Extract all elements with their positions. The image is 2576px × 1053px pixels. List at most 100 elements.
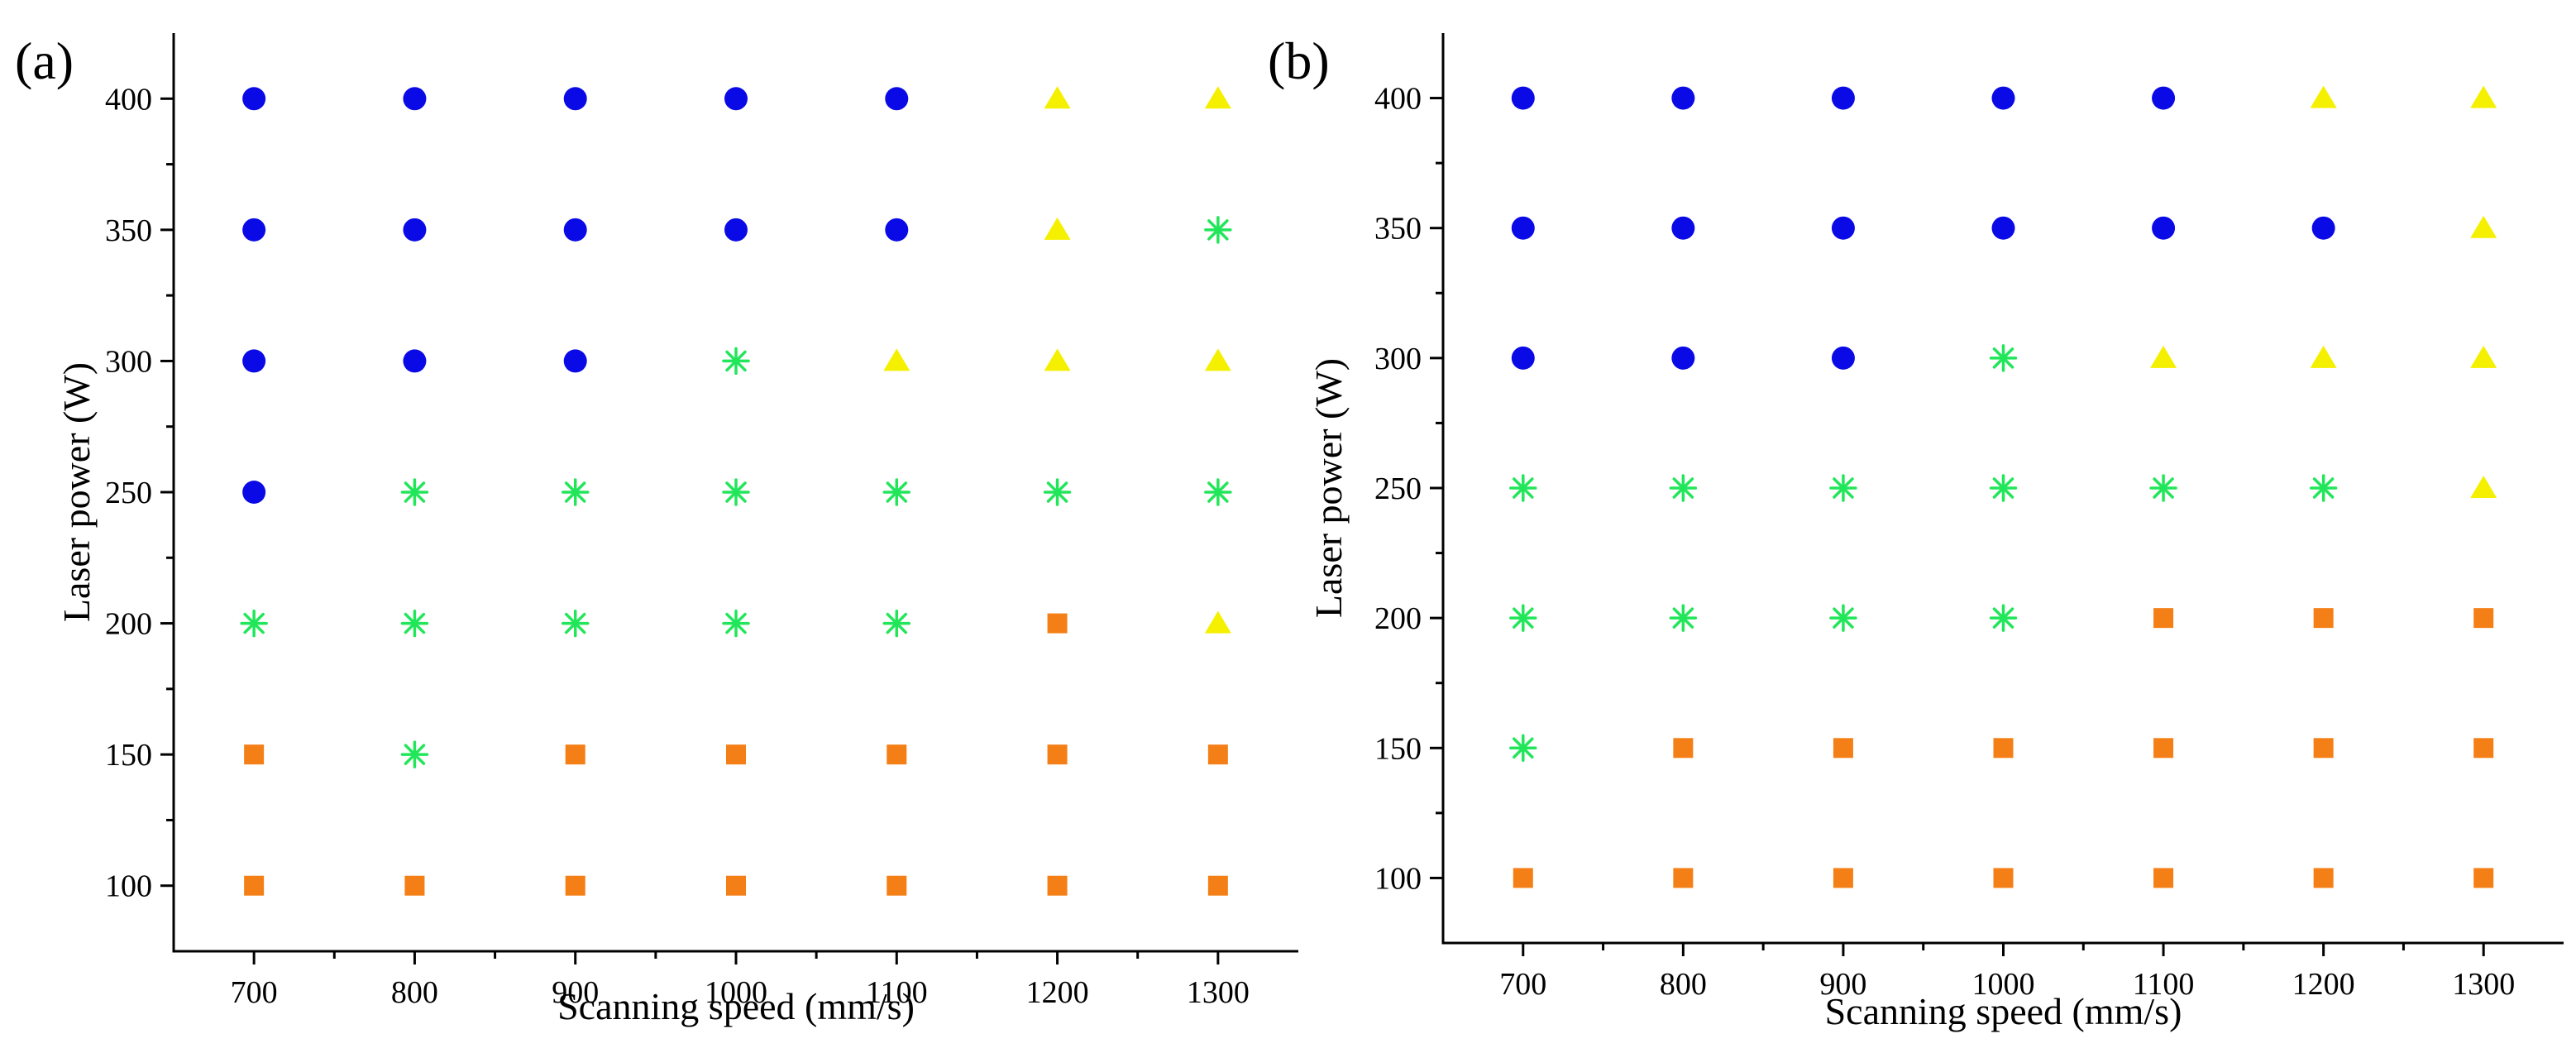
data-point-square: [2313, 608, 2334, 629]
x-tick-label: 1300: [2452, 967, 2515, 1002]
x-axis-title: Scanning speed (mm/s): [1825, 990, 2182, 1032]
data-point-circle: [403, 87, 427, 111]
data-point-triangle: [2150, 345, 2177, 368]
data-point-square: [565, 744, 585, 765]
data-point-square: [1207, 875, 1228, 896]
data-point-triangle: [1044, 217, 1071, 240]
x-tick-label: 1000: [705, 975, 767, 1010]
data-point-circle: [885, 87, 909, 111]
data-point-square: [2473, 608, 2494, 629]
data-point-square: [1833, 738, 1853, 759]
y-tick-label: 100: [105, 869, 152, 904]
data-point-star: [240, 609, 268, 638]
data-point-triangle: [2310, 85, 2337, 108]
data-point-circle: [242, 218, 266, 242]
data-point-square: [1047, 613, 1068, 634]
data-point-square: [2313, 868, 2334, 888]
data-point-circle: [1511, 86, 1535, 110]
x-tick-label: 1200: [2292, 967, 2355, 1002]
x-tick-label: 800: [1660, 967, 1707, 1002]
data-point-circle: [1511, 346, 1535, 370]
panel-label: (a): [15, 31, 74, 90]
data-point-square: [2313, 738, 2334, 759]
y-axis-title: Laser power (W): [55, 362, 98, 622]
data-point-square: [726, 744, 746, 765]
data-point-circle: [242, 87, 266, 111]
data-point-square: [887, 744, 907, 765]
data-point-star: [722, 347, 750, 376]
y-tick-label: 350: [1374, 212, 1422, 246]
data-point-star: [722, 478, 750, 506]
data-point-star: [400, 609, 429, 638]
data-point-circle: [563, 349, 587, 373]
y-tick-label: 150: [105, 738, 152, 773]
x-axis-title: Scanning speed (mm/s): [557, 985, 915, 1027]
data-point-star: [1043, 478, 1072, 506]
x-tick-label: 900: [552, 975, 599, 1010]
data-point-star: [882, 609, 911, 638]
data-point-circle: [724, 87, 748, 111]
data-point-square: [1673, 868, 1694, 888]
data-point-star: [1509, 474, 1537, 502]
data-point-star: [1989, 604, 2018, 632]
data-point-star: [400, 478, 429, 506]
data-point-circle: [1671, 86, 1695, 110]
data-point-circle: [1671, 346, 1695, 370]
y-tick-label: 150: [1374, 731, 1422, 766]
panel-a: 700 800 900 1000 1100 1200 1300 100 150 200 250 300…: [15, 31, 1298, 1027]
data-point-star: [2309, 474, 2338, 502]
data-point-triangle: [2310, 345, 2337, 368]
data-point-star: [1204, 216, 1232, 244]
data-point-square: [1513, 868, 1533, 888]
x-tick-label: 1100: [866, 975, 928, 1010]
data-point-triangle: [2470, 85, 2497, 108]
data-point-circle: [403, 349, 427, 373]
data-point-circle: [724, 218, 748, 242]
data-point-square: [1673, 738, 1694, 759]
data-point-square: [1207, 744, 1228, 765]
data-point-circle: [242, 481, 266, 504]
data-point-triangle: [1204, 348, 1231, 371]
data-point-square: [2473, 868, 2494, 888]
data-point-triangle: [2470, 215, 2497, 238]
data-point-square: [2153, 738, 2174, 759]
data-point-circle: [563, 218, 587, 242]
data-point-circle: [1831, 86, 1855, 110]
data-point-square: [726, 875, 746, 896]
x-tick-label: 700: [1499, 967, 1546, 1002]
panel-b: 700 800 900 1000 1100 1200 1300 100 150 200 250 300…: [1268, 31, 2564, 1032]
data-point-square: [1047, 875, 1068, 896]
data-point-square: [1993, 738, 2014, 759]
data-point-circle: [1511, 216, 1535, 240]
data-point-triangle: [1204, 610, 1231, 634]
x-tick-label: 800: [391, 975, 438, 1010]
data-point-circle: [1671, 216, 1695, 240]
data-point-circle: [2311, 216, 2335, 240]
data-point-square: [887, 875, 907, 896]
data-point-square: [1833, 868, 1853, 888]
y-axis-title: Laser power (W): [1307, 358, 1350, 618]
data-point-circle: [885, 218, 909, 242]
data-point-triangle: [1044, 86, 1071, 109]
y-tick-label: 300: [105, 344, 152, 379]
data-point-star: [561, 478, 590, 506]
data-point-square: [1993, 868, 2014, 888]
y-tick-label: 300: [1374, 342, 1422, 376]
data-point-star: [1989, 474, 2018, 502]
x-tick-label: 1000: [1972, 967, 2035, 1002]
y-tick-label: 200: [105, 607, 152, 642]
data-point-circle: [1831, 216, 1855, 240]
data-point-star: [882, 478, 911, 506]
data-point-star: [722, 609, 750, 638]
data-point-circle: [242, 349, 266, 373]
data-point-circle: [2152, 86, 2176, 110]
data-point-square: [2153, 868, 2174, 888]
x-tick-label: 1300: [1187, 975, 1250, 1010]
data-point-star: [1509, 734, 1537, 763]
y-tick-label: 400: [1374, 82, 1422, 117]
data-point-circle: [1831, 346, 1855, 370]
data-point-triangle: [1044, 348, 1071, 371]
y-tick-label: 200: [1374, 601, 1422, 636]
data-point-square: [2153, 608, 2174, 629]
